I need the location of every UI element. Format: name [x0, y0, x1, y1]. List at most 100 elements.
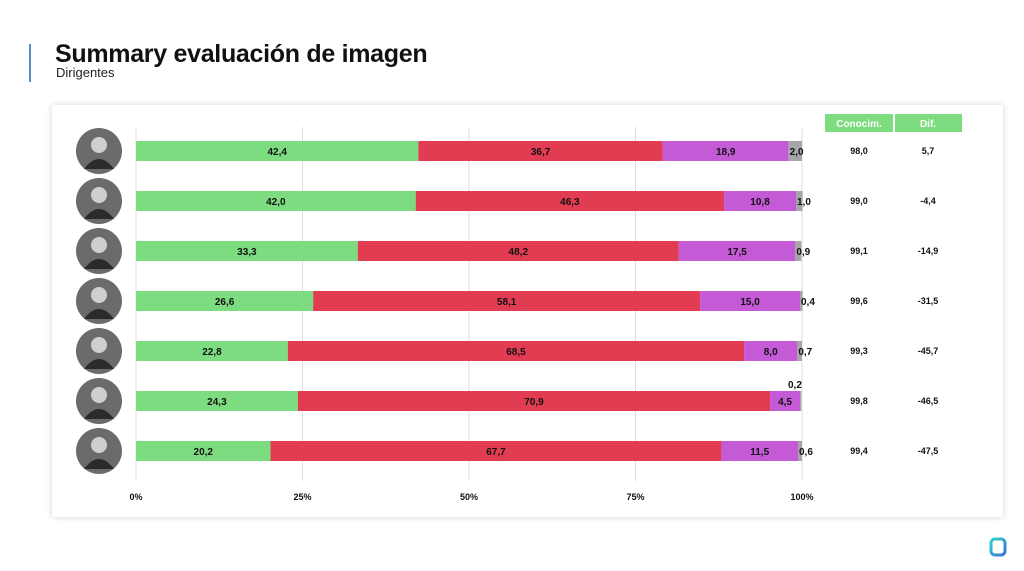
- avatar-body-icon: [84, 309, 114, 319]
- bar-segment-positive: [136, 391, 298, 411]
- conocim-value: 99,3: [850, 346, 868, 356]
- conocim-header: Conocim.: [836, 119, 882, 130]
- avatar-head-icon: [91, 287, 107, 303]
- bar-segment-neutral: [678, 241, 796, 261]
- avatar-body-icon: [84, 359, 114, 369]
- bar-segment-negative: [297, 391, 771, 411]
- data-label-neutral: 10,8: [750, 197, 770, 208]
- conocim-value: 99,4: [850, 446, 868, 456]
- bar-segment-neutral: [700, 291, 801, 311]
- data-label-negative: 36,7: [531, 147, 551, 158]
- bar-segment-ns: [796, 191, 803, 211]
- conocim-value: 98,0: [850, 146, 868, 156]
- data-label-positive: 26,6: [215, 297, 235, 308]
- page-subtitle: Dirigentes: [56, 65, 115, 80]
- data-label-ns: 0,4: [801, 297, 815, 308]
- bar-segment-neutral: [724, 191, 797, 211]
- data-label-neutral: 8,0: [764, 347, 778, 358]
- avatar-body-icon: [84, 209, 114, 219]
- data-label-ns: 0,6: [799, 447, 813, 458]
- dif-value: -46,5: [918, 396, 939, 406]
- data-label-positive: 20,2: [194, 447, 214, 458]
- data-label-negative: 46,3: [560, 197, 580, 208]
- avatar-head-icon: [91, 187, 107, 203]
- bar-segment-negative: [357, 241, 679, 261]
- avatar-body-icon: [84, 459, 114, 469]
- data-label-ns: 1,0: [797, 197, 811, 208]
- page-title: Summary evaluación de imagen: [55, 40, 428, 68]
- x-tick-label: 75%: [626, 492, 644, 502]
- data-label-negative: 67,7: [486, 447, 506, 458]
- bar-segment-negative: [418, 141, 663, 161]
- bar-segment-ns: [800, 391, 802, 411]
- x-tick-label: 50%: [460, 492, 478, 502]
- x-tick-label: 25%: [293, 492, 311, 502]
- data-label-negative: 58,1: [497, 297, 517, 308]
- bar-segment-positive: [136, 441, 271, 461]
- chart-card: 42,4 36,7 18,9 2,0 42,0 46,3 10,8 1,0 33,3 48,2 17…: [52, 105, 1003, 517]
- avatar-head-icon: [91, 337, 107, 353]
- conocim-value: 99,8: [850, 396, 868, 406]
- dif-value: -4,4: [920, 196, 936, 206]
- bar-segment-negative: [415, 191, 725, 211]
- data-label-neutral: 11,5: [750, 447, 769, 458]
- x-axis-ticks: 0% 25% 50% 75% 100%: [129, 492, 813, 502]
- conocim-value: 99,6: [850, 296, 868, 306]
- side-table: Conocim. Dif. 98,0 5,7 99,0 -4,4 99,1 -14,9 99…: [825, 114, 962, 456]
- bar-segment-positive: [136, 341, 288, 361]
- avatar-head-icon: [91, 437, 107, 453]
- avatar-body-icon: [84, 159, 114, 169]
- bar-segment-neutral: [721, 441, 799, 461]
- conocim-header-bg: [825, 114, 893, 132]
- data-label-negative: 70,9: [524, 397, 544, 408]
- dif-header-bg: [895, 114, 962, 132]
- data-label-neutral: 15,0: [740, 297, 760, 308]
- bar-segment-neutral: [744, 341, 798, 361]
- dif-value: -45,7: [918, 346, 939, 356]
- dif-value: -31,5: [918, 296, 939, 306]
- avatar-body-icon: [84, 259, 114, 269]
- data-label-negative: 48,2: [509, 247, 529, 258]
- bar-segment-ns: [798, 441, 802, 461]
- bar-segment-positive: [136, 141, 419, 161]
- bar-segment-ns: [797, 341, 802, 361]
- avatars: [76, 128, 122, 474]
- bar-segment-ns: [795, 241, 802, 261]
- avatar-head-icon: [91, 387, 107, 403]
- bar-segment-neutral: [662, 141, 789, 161]
- bar-segment-negative: [287, 341, 745, 361]
- brand-logo-icon: [989, 537, 1007, 557]
- data-label-ns: 0,9: [796, 247, 810, 258]
- data-label-positive: 42,0: [266, 197, 286, 208]
- title-accent-line: [29, 44, 31, 82]
- data-label-ns: 0,7: [798, 347, 812, 358]
- data-label-ns: 2,0: [790, 147, 804, 158]
- avatar-head-icon: [91, 137, 107, 153]
- dif-value: 5,7: [922, 146, 935, 156]
- dif-header: Dif.: [920, 119, 936, 130]
- bar-segment-positive: [136, 191, 416, 211]
- avatar-body-icon: [84, 409, 114, 419]
- data-label-neutral: 17,5: [727, 247, 747, 258]
- bar-segment-negative: [313, 291, 701, 311]
- x-tick-label: 0%: [129, 492, 142, 502]
- conocim-value: 99,1: [850, 246, 868, 256]
- data-label-positive: 24,3: [207, 397, 227, 408]
- bar-segment-ns: [800, 291, 803, 311]
- conocim-value: 99,0: [850, 196, 868, 206]
- bars: 42,4 36,7 18,9 2,0 42,0 46,3 10,8 1,0 33,3 48,2 17…: [136, 141, 815, 461]
- bar-segment-negative: [270, 441, 722, 461]
- avatar-head-icon: [91, 237, 107, 253]
- dif-value: -14,9: [918, 246, 939, 256]
- data-label-positive: 22,8: [202, 347, 222, 358]
- data-label-ns: 0,2: [788, 380, 802, 391]
- data-label-negative: 68,5: [506, 347, 526, 358]
- data-label-positive: 42,4: [267, 147, 287, 158]
- bar-segment-neutral: [770, 391, 801, 411]
- x-tick-label: 100%: [790, 492, 813, 502]
- data-label-neutral: 4,5: [778, 397, 792, 408]
- stacked-bar-chart: 42,4 36,7 18,9 2,0 42,0 46,3 10,8 1,0 33,3 48,2 17…: [76, 114, 962, 502]
- bar-segment-ns: [788, 141, 802, 161]
- bar-segment-positive: [136, 241, 358, 261]
- bar-segment-positive: [136, 291, 314, 311]
